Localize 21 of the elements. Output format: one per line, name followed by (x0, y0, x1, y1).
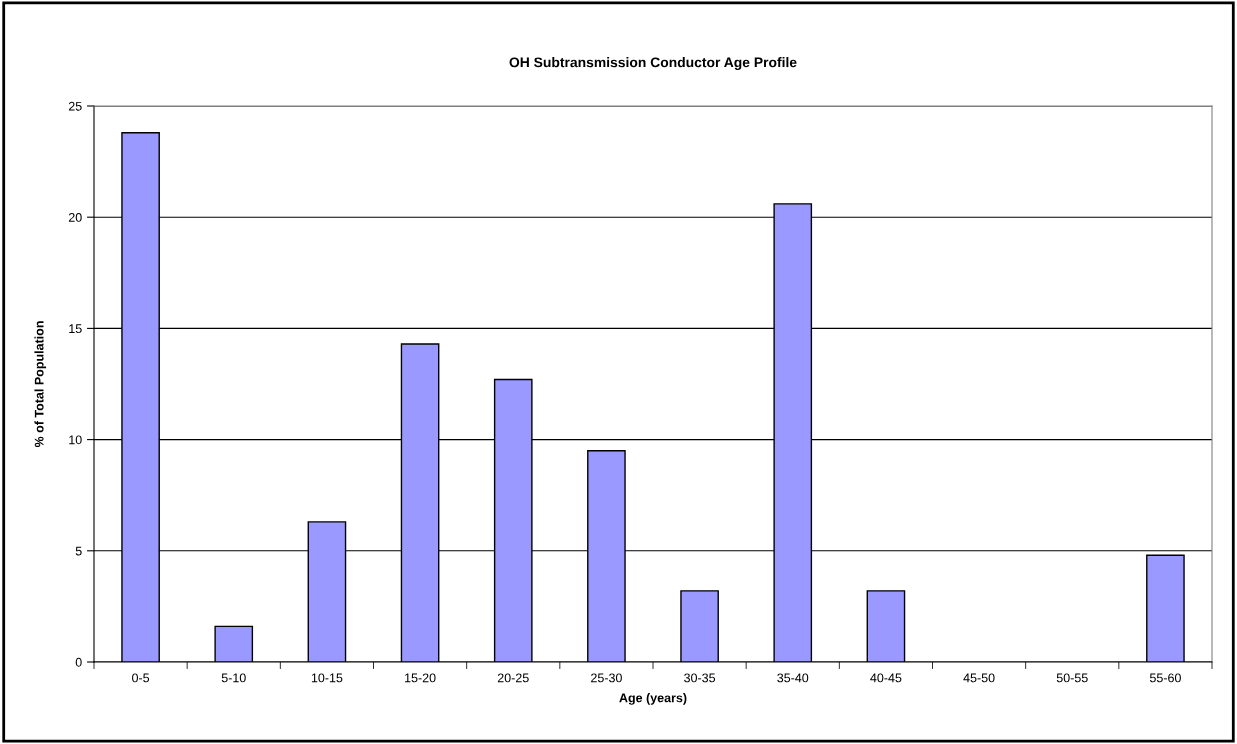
x-tick-label: 10-15 (311, 673, 343, 683)
y-tick-label: 0 (75, 657, 82, 667)
y-tick-label: 10 (69, 435, 82, 445)
y-tick-label: 20 (68, 213, 82, 222)
x-tick-label: 30-35 (684, 673, 716, 683)
x-tick-label: 5-10 (221, 673, 246, 683)
x-axis-title: Age (years) (619, 693, 687, 705)
x-tick-label: 45-50 (963, 673, 995, 683)
x-tick-label: 25-30 (591, 673, 622, 683)
x-tick-label: 20-25 (497, 673, 529, 683)
y-tick-label: 15 (69, 324, 82, 334)
y-tick-label: 25 (68, 101, 82, 111)
x-tick-label: 40-45 (870, 673, 902, 683)
chart-title: OH Subtransmission Conductor Age Profile (509, 57, 797, 71)
x-tick-label: 35-40 (777, 673, 809, 683)
y-axis-title: % of Total Population (34, 321, 47, 448)
x-tick-label: 50-55 (1056, 673, 1088, 683)
x-tick-label: 55-60 (1149, 673, 1181, 683)
x-tick-label: 0-5 (132, 673, 150, 683)
y-tick-label: 5 (75, 546, 82, 556)
x-tick-label: 15-20 (405, 673, 436, 683)
